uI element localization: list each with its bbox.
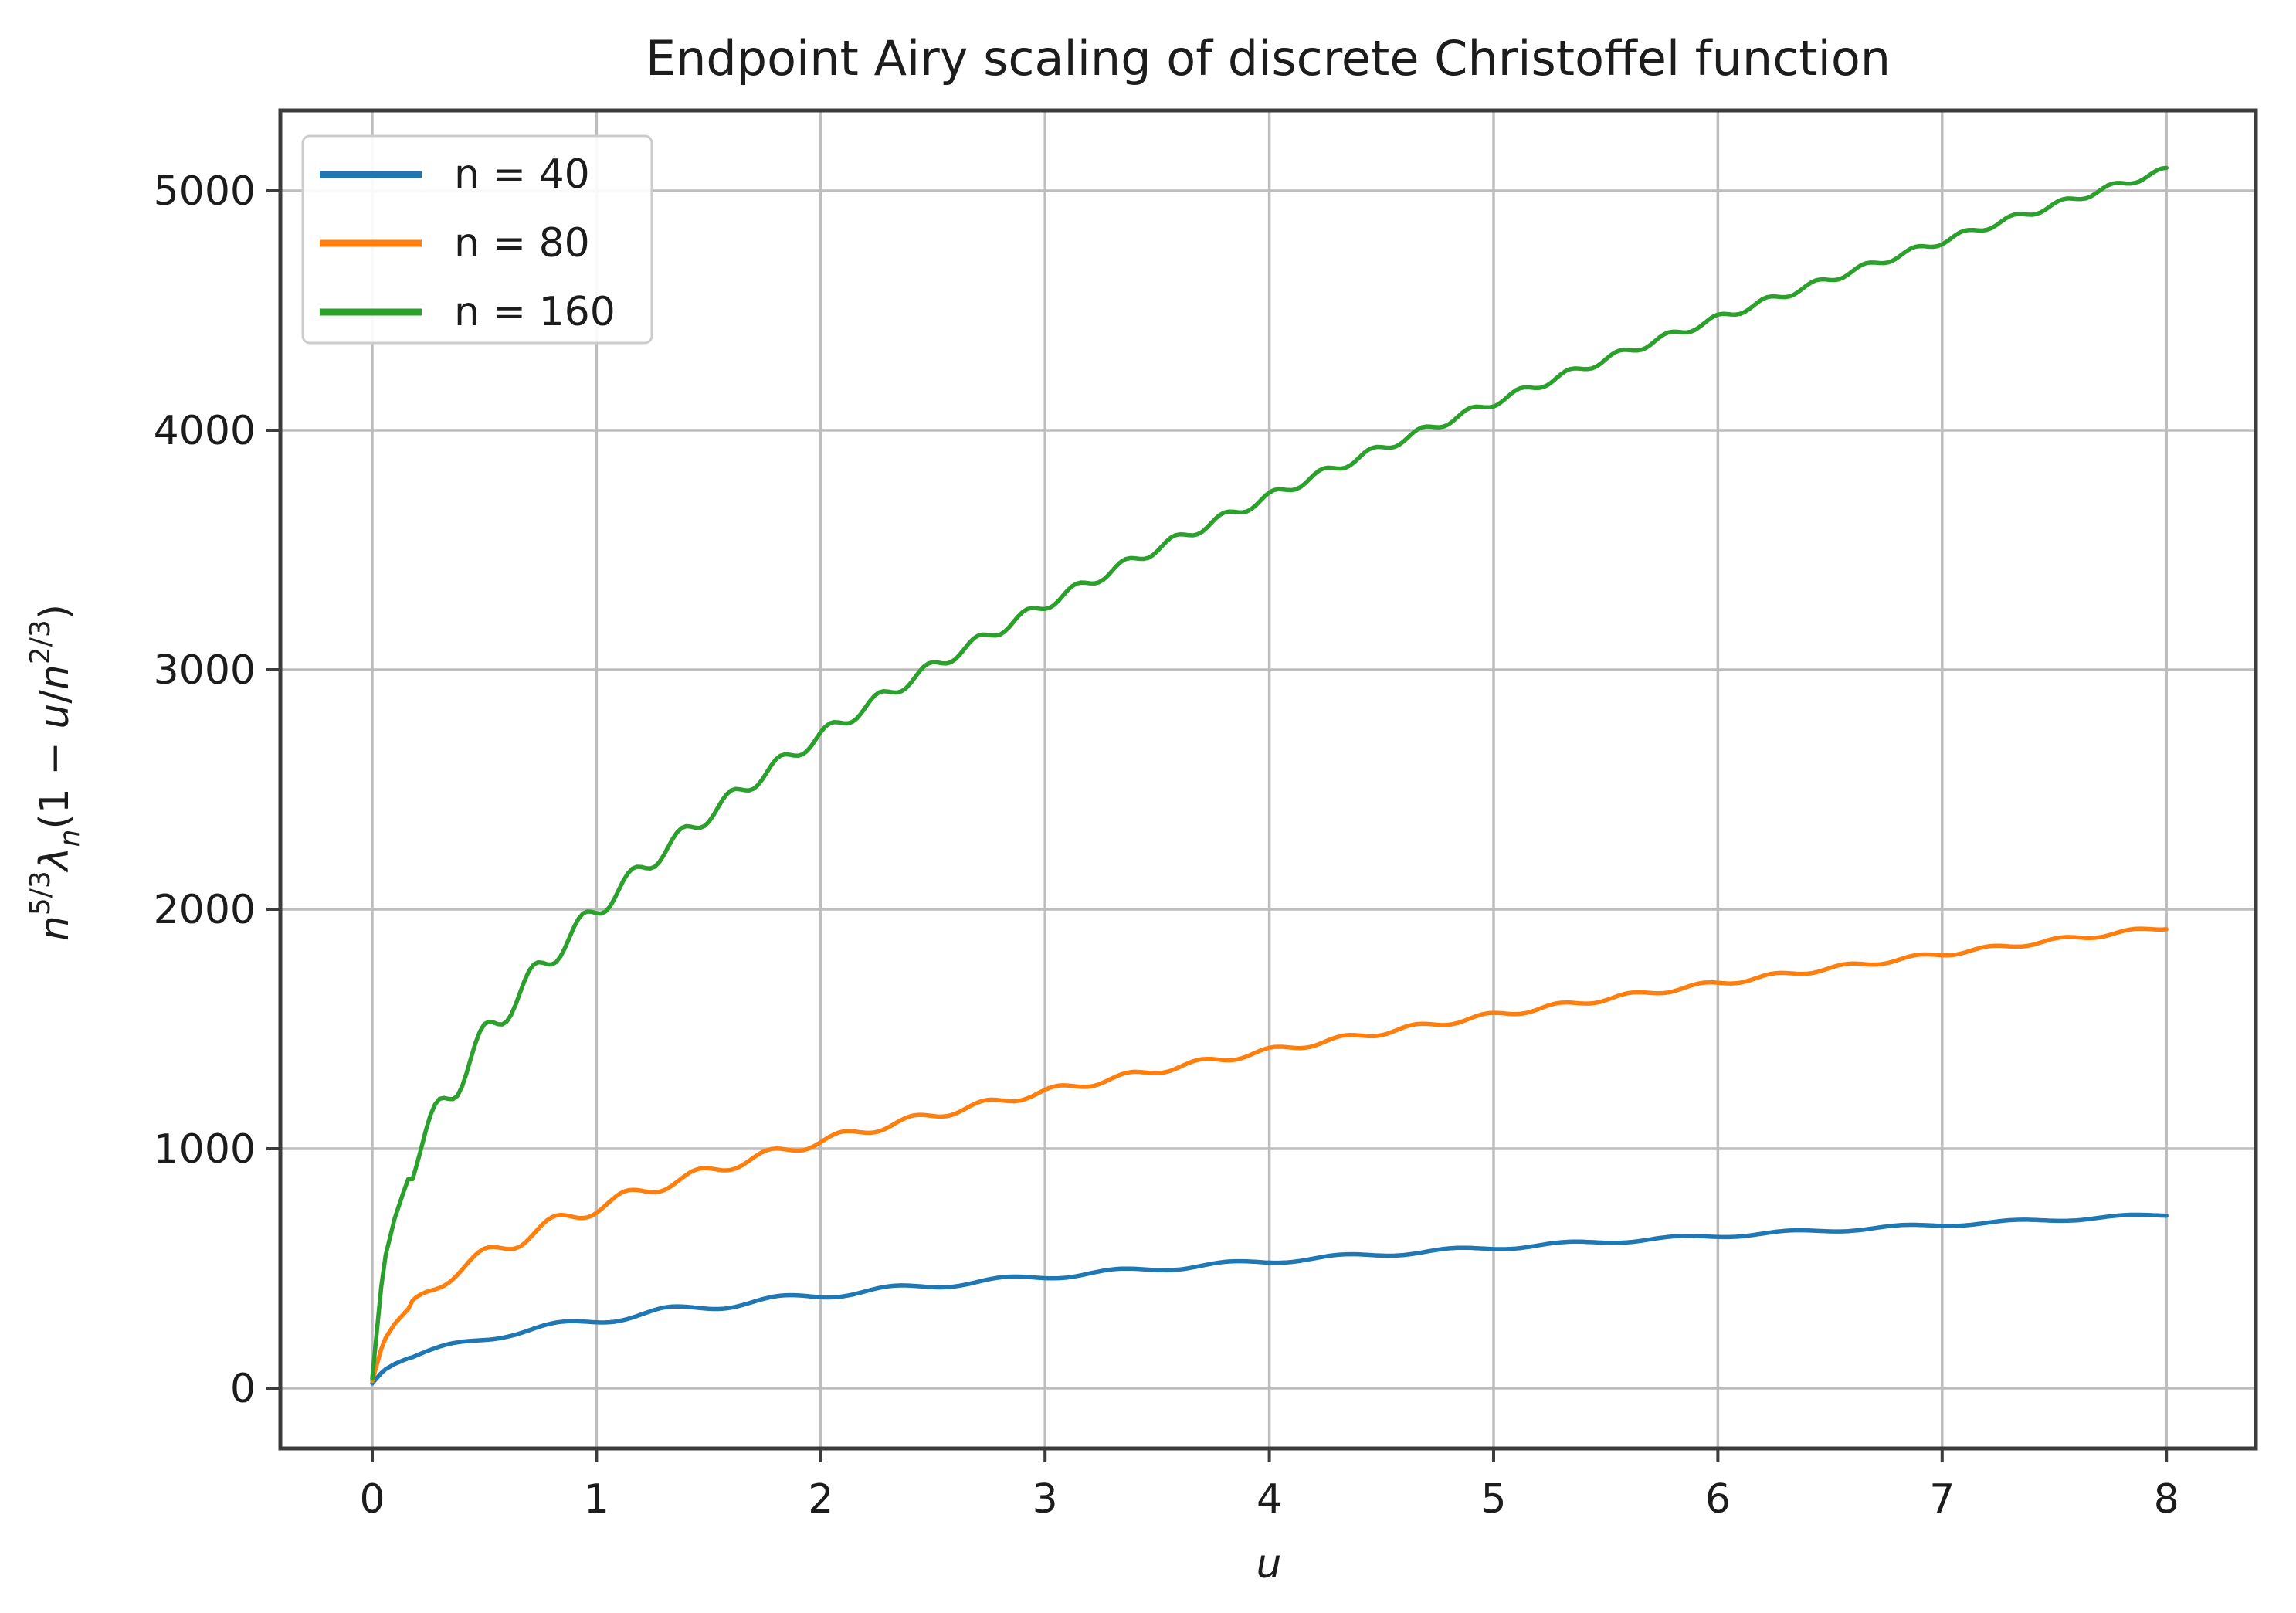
y-tick-label: 0: [230, 1366, 256, 1412]
legend-label: n = 80: [454, 220, 590, 267]
y-tick-label: 1000: [154, 1126, 256, 1173]
legend-item: n = 40: [320, 151, 590, 198]
legend-item: n = 80: [320, 220, 590, 267]
ylabel-lambda: λ: [32, 847, 78, 873]
ylabel-sup2: 2/3: [25, 620, 56, 664]
y-axis-label: n5/3λn(1 − u/n2/3): [25, 604, 86, 941]
y-tick-label: 4000: [154, 408, 256, 454]
curve-n=80: [370, 926, 2169, 1384]
y-tick-label: 2000: [154, 887, 256, 933]
ylabel-slash: /: [32, 690, 78, 704]
legend-box: [301, 134, 653, 345]
x-tick-label: 6: [1705, 1476, 1731, 1523]
axes-layer: [266, 108, 2258, 1462]
x-tick-label: 0: [359, 1476, 385, 1523]
tick-label-layer: 0 1 2 3 4 5 6 7 8 0 1000 2000 3000 4000 5000: [154, 168, 2179, 1523]
x-tick-label: 4: [1257, 1476, 1282, 1523]
y-tick-label: 3000: [154, 647, 256, 694]
y-tick-label: 5000: [154, 168, 256, 215]
ylabel-sup1: 5/3: [25, 871, 56, 915]
ylabel-close: ): [32, 604, 78, 620]
legend-label: n = 160: [454, 289, 616, 335]
legend-label: n = 40: [454, 151, 590, 198]
chart-title: Endpoint Airy scaling of discrete Christ…: [646, 30, 1891, 87]
x-tick-label: 1: [584, 1476, 609, 1523]
ylabel-u: u: [32, 704, 78, 729]
legend: n = 40 n = 80 n = 160: [301, 134, 653, 345]
curve-n=40: [370, 1212, 2169, 1386]
x-tick-label: 3: [1033, 1476, 1058, 1523]
legend-item: n = 160: [320, 289, 616, 335]
ylabel-sub1: n: [54, 830, 86, 847]
x-tick-label: 5: [1480, 1476, 1506, 1523]
ylabel-mid: (1 −: [32, 729, 78, 830]
x-tick-label: 2: [808, 1476, 833, 1523]
x-tick-label: 7: [1929, 1476, 1955, 1523]
curves-layer: [370, 165, 2169, 1386]
ylabel-n1: n: [32, 915, 78, 941]
ylabel-n2: n: [32, 664, 78, 690]
x-tick-label: 8: [2154, 1476, 2179, 1523]
curve-n=160: [370, 165, 2169, 1381]
x-axis-label: u: [1257, 1541, 1282, 1588]
